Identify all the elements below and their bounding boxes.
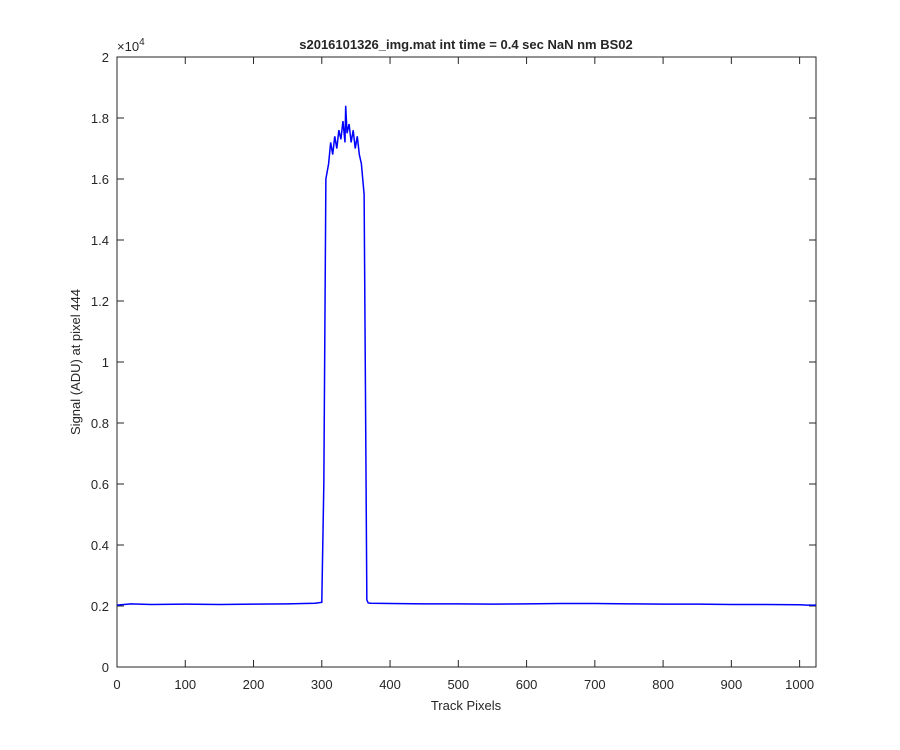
x-axis-label: Track Pixels xyxy=(431,698,502,713)
y-tick-label: 0 xyxy=(102,660,109,675)
x-tick-label: 100 xyxy=(174,677,196,692)
y-tick-label: 1 xyxy=(102,355,109,370)
x-tick-label: 500 xyxy=(447,677,469,692)
y-tick-label: 0.6 xyxy=(91,477,109,492)
x-tick-label: 800 xyxy=(652,677,674,692)
data-line xyxy=(116,105,816,606)
x-tick-label: 1000 xyxy=(785,677,814,692)
y-tick-label: 0.8 xyxy=(91,416,109,431)
y-tick-label: 1.6 xyxy=(91,172,109,187)
y-multiplier-power: 4 xyxy=(139,37,145,48)
y-axis-label: Signal (ADU) at pixel 444 xyxy=(68,289,83,435)
x-tick-label: 0 xyxy=(113,677,120,692)
x-tick-label: 400 xyxy=(379,677,401,692)
chart-title: s2016101326_img.mat int time = 0.4 sec N… xyxy=(299,37,633,52)
x-tick-label: 300 xyxy=(311,677,333,692)
y-tick-label: 0.2 xyxy=(91,599,109,614)
x-tick-label: 700 xyxy=(584,677,606,692)
x-tick-label: 600 xyxy=(516,677,538,692)
y-tick-label: 1.8 xyxy=(91,111,109,126)
y-tick-label: 1.4 xyxy=(91,233,109,248)
y-multiplier-base: ×10 xyxy=(117,39,139,54)
y-tick-label: 1.2 xyxy=(91,294,109,309)
x-tick-label: 200 xyxy=(243,677,265,692)
y-tick-label: 0.4 xyxy=(91,538,109,553)
x-tick-label: 900 xyxy=(721,677,743,692)
y-multiplier: ×104 xyxy=(117,37,145,54)
y-tick-label: 2 xyxy=(102,50,109,65)
